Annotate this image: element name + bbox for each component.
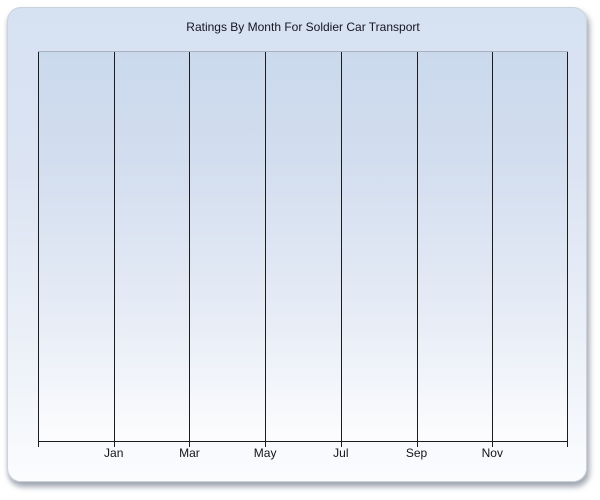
x-axis-tick-label: May: [253, 446, 277, 460]
chart-title: Ratings By Month For Soldier Car Transpo…: [186, 20, 420, 34]
gridline: [265, 52, 267, 447]
gridline: [492, 52, 494, 447]
x-axis-tick-label: Jul: [333, 446, 349, 460]
gridline: [340, 52, 342, 447]
chart-panel: Ratings By Month For Soldier Car Transpo…: [7, 7, 587, 482]
gridline: [416, 52, 418, 447]
x-axis-tick-label: Mar: [179, 446, 200, 460]
x-axis-tick-label: Nov: [481, 446, 503, 460]
gridline: [113, 52, 115, 447]
x-axis-line: [38, 441, 568, 442]
x-axis-tick-label: Jan: [104, 446, 124, 460]
gridline: [38, 52, 39, 447]
plot-area: Jan Mar May Jul Sep Nov: [38, 51, 568, 460]
x-axis-tick-label: Sep: [405, 446, 428, 460]
gridline: [567, 52, 568, 447]
gridline: [189, 52, 191, 447]
